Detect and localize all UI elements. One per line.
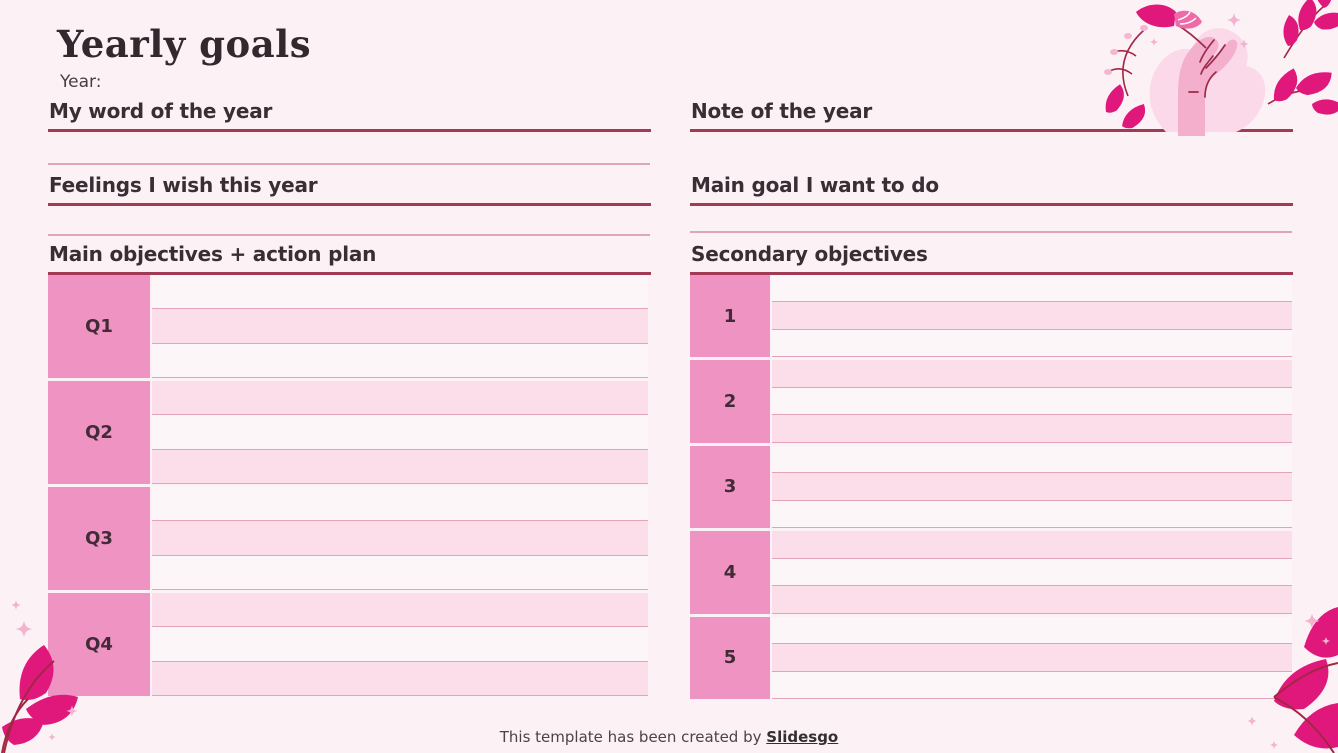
table-block: Q1 <box>48 275 648 378</box>
main-objectives-table: Q1 Q2 Q3 Q4 <box>48 275 648 696</box>
table-cell-line[interactable] <box>772 445 1292 474</box>
heading-main-goal: Main goal I want to do <box>690 173 1293 206</box>
table-block: Q4 <box>48 593 648 696</box>
table-cell-line[interactable] <box>772 360 1292 388</box>
table-row-label: Q1 <box>48 275 150 378</box>
table-cell-line[interactable] <box>152 487 648 522</box>
answer-line <box>48 234 650 236</box>
table-cell-line[interactable] <box>152 593 648 628</box>
table-cell-line[interactable] <box>152 555 648 590</box>
page-title: Yearly goals <box>57 22 312 66</box>
table-cell-line[interactable] <box>772 302 1292 330</box>
table-row-group <box>772 360 1292 443</box>
table-cell-line[interactable] <box>772 473 1292 501</box>
table-row-label: 1 <box>690 275 770 358</box>
table-row-group <box>772 445 1292 529</box>
table-row-label: Q2 <box>48 381 150 484</box>
table-cell-line[interactable] <box>152 521 648 556</box>
table-row-label: 4 <box>690 531 770 614</box>
heading-secondary-objectives: Secondary objectives <box>690 242 1293 275</box>
table-row-group <box>772 531 1292 614</box>
table-cell-line[interactable] <box>772 329 1292 358</box>
table-row-group <box>772 616 1292 699</box>
slidesgo-link[interactable]: Slidesgo <box>766 728 839 746</box>
table-cell-line[interactable] <box>152 343 648 378</box>
table-cell-line[interactable] <box>152 415 648 450</box>
table-cell-line[interactable] <box>152 627 648 662</box>
table-row-group <box>152 487 648 590</box>
table-block: 5 <box>690 616 1292 699</box>
table-row-label: 3 <box>690 445 770 529</box>
table-block: 1 <box>690 275 1292 358</box>
heading-main-objectives: Main objectives + action plan <box>48 242 651 275</box>
table-row-label: Q4 <box>48 593 150 696</box>
table-row-label: 2 <box>690 360 770 443</box>
table-cell-line[interactable] <box>772 531 1292 559</box>
table-block: 4 <box>690 531 1292 614</box>
table-cell-line[interactable] <box>772 500 1292 529</box>
table-cell-line[interactable] <box>152 275 648 310</box>
table-cell-line[interactable] <box>772 275 1292 303</box>
table-cell-line[interactable] <box>772 387 1292 416</box>
table-block: Q3 <box>48 487 648 590</box>
table-row-group <box>772 275 1292 358</box>
table-row-label: Q3 <box>48 487 150 590</box>
answer-line <box>48 163 650 165</box>
table-cell-line[interactable] <box>152 381 648 416</box>
table-row-label: 5 <box>690 616 770 699</box>
answer-line <box>690 231 1292 233</box>
table-cell-line[interactable] <box>772 671 1292 699</box>
table-cell-line[interactable] <box>772 616 1292 645</box>
table-row-group <box>152 593 648 696</box>
heading-note-of-the-year: Note of the year <box>690 99 1293 132</box>
table-cell-line[interactable] <box>772 586 1292 614</box>
table-block: Q2 <box>48 381 648 484</box>
table-cell-line[interactable] <box>152 449 648 484</box>
table-block: 2 <box>690 360 1292 443</box>
table-cell-line[interactable] <box>152 309 648 344</box>
heading-feelings-i-wish: Feelings I wish this year <box>48 173 651 206</box>
table-cell-line[interactable] <box>772 644 1292 672</box>
table-row-group <box>152 381 648 484</box>
table-block: 3 <box>690 445 1292 529</box>
year-label: Year: <box>60 72 102 92</box>
footer-credit-text: This template has been created by <box>499 728 767 746</box>
footer-credit: This template has been created by Slides… <box>0 728 1338 746</box>
heading-my-word-of-the-year: My word of the year <box>48 99 651 132</box>
table-row-group <box>152 275 648 378</box>
table-cell-line[interactable] <box>152 661 648 696</box>
table-cell-line[interactable] <box>772 415 1292 443</box>
table-cell-line[interactable] <box>772 558 1292 587</box>
